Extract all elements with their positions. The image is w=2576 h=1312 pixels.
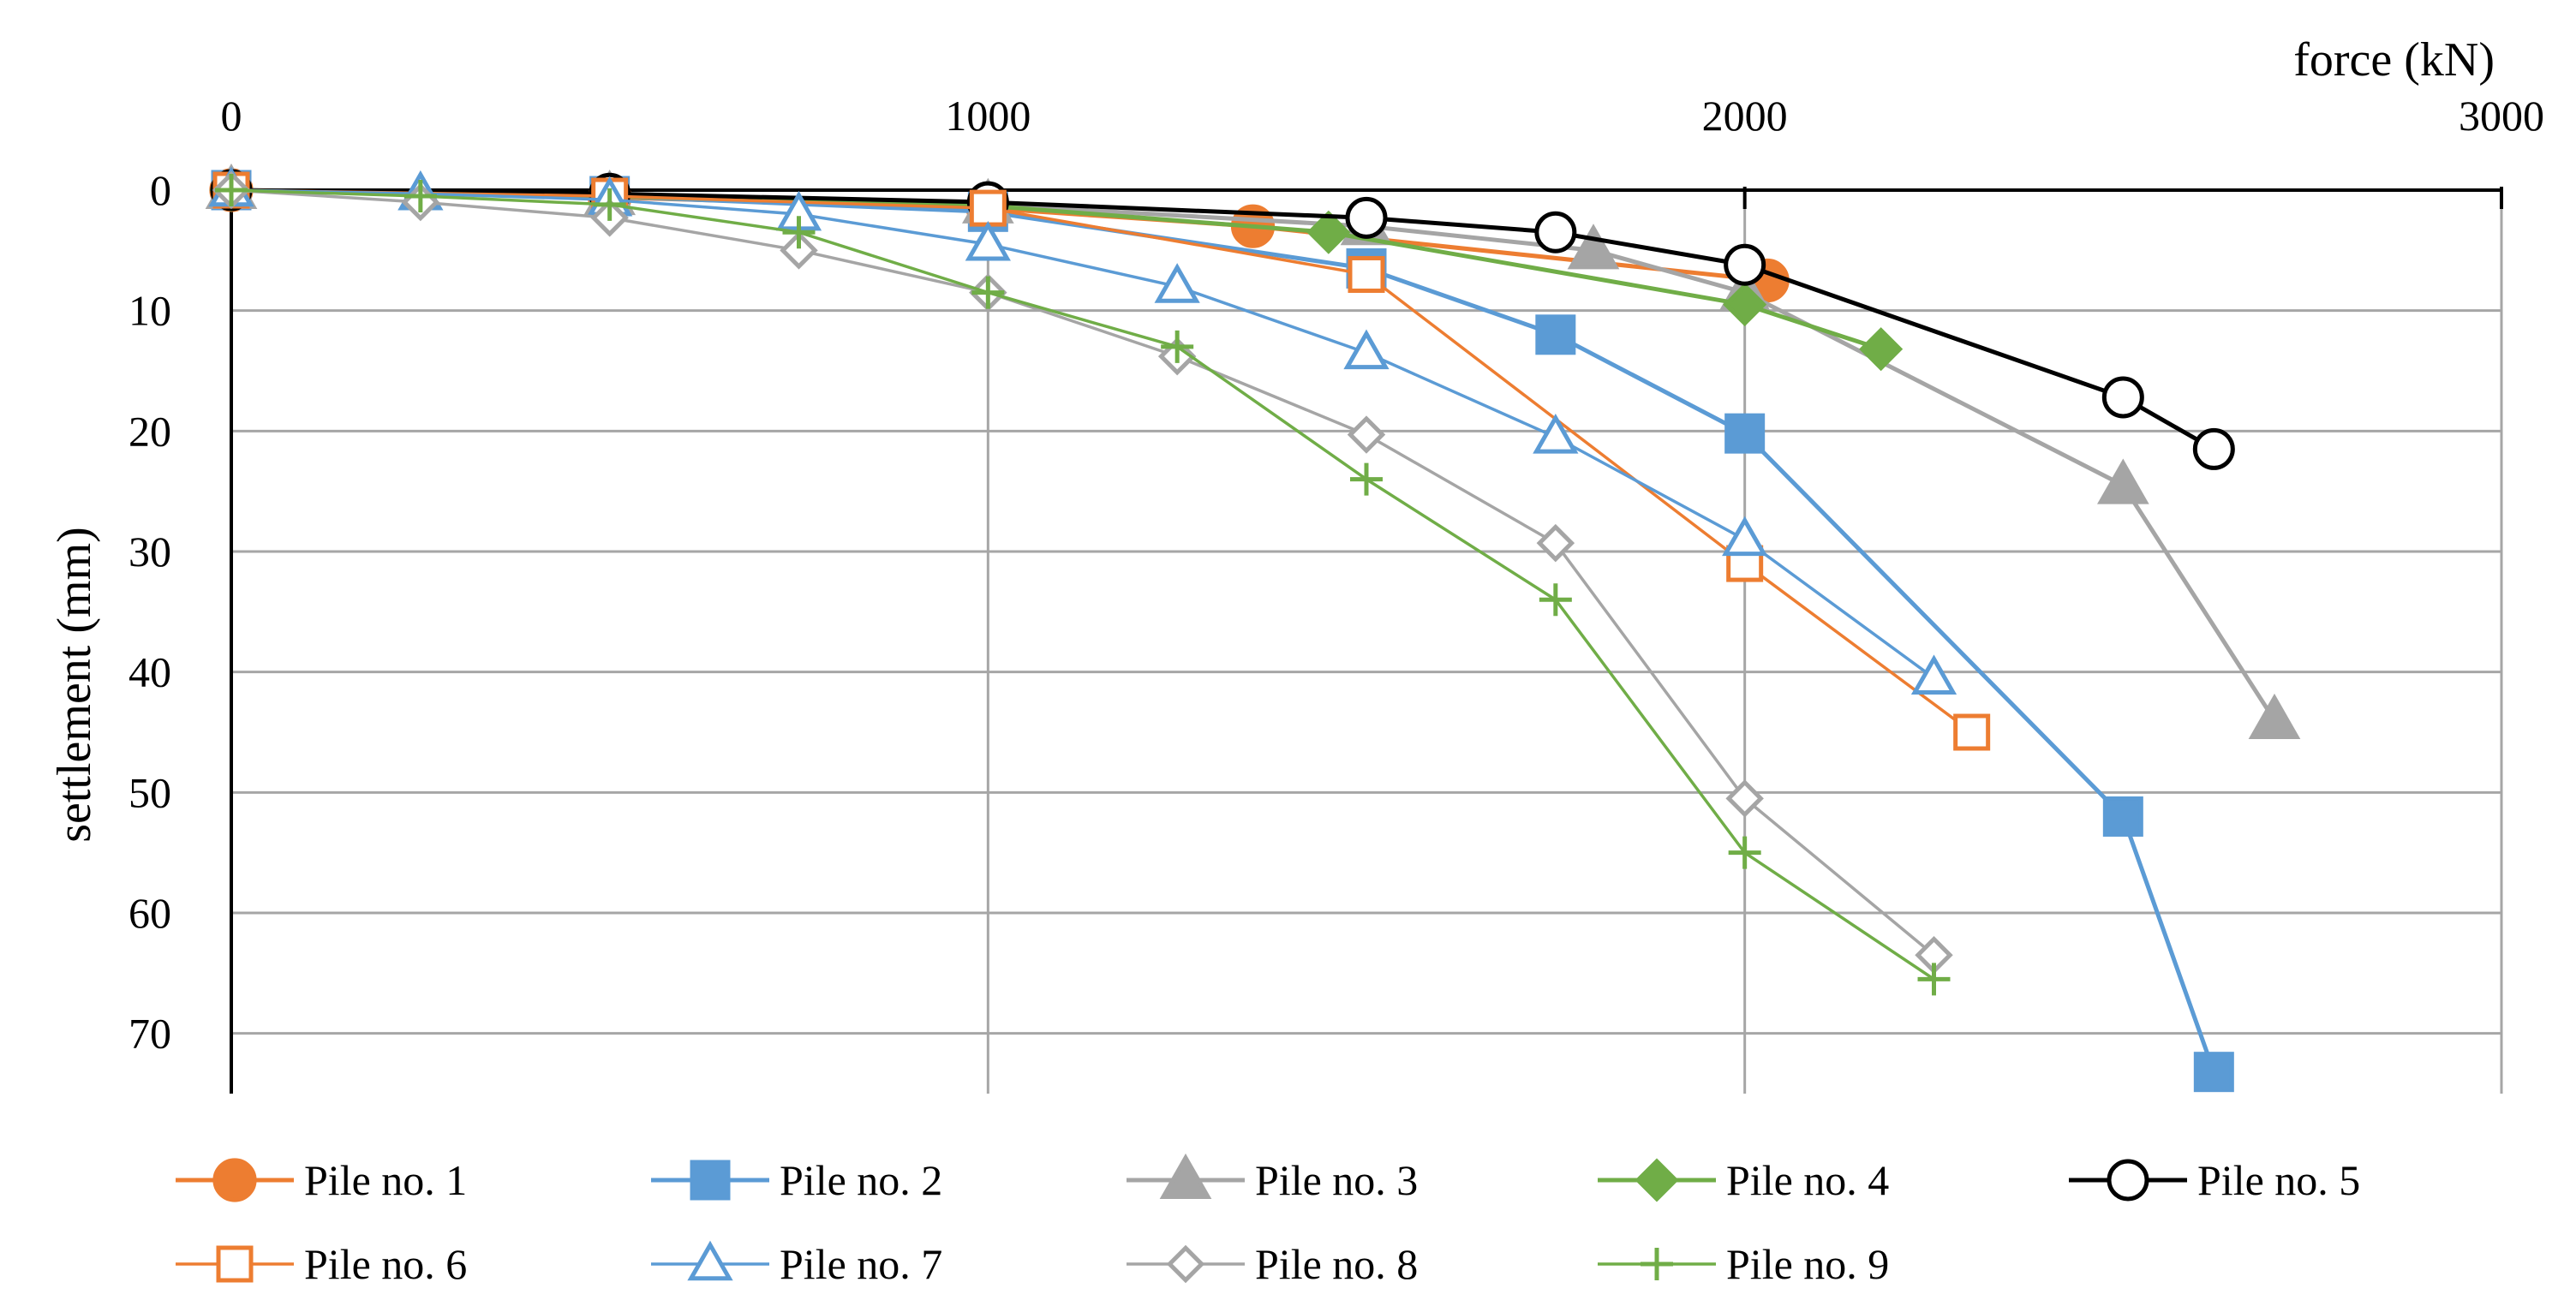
- legend-item: Pile no. 9: [1598, 1240, 1889, 1288]
- x-tick-labels: 0 1000 2000 3000: [221, 92, 2545, 140]
- data-point: [965, 220, 1011, 261]
- y-tick-label: 70: [129, 1010, 171, 1058]
- y-tick-labels: 0 10 20 30 40 50 60 70: [129, 166, 171, 1058]
- data-point: [1535, 314, 1576, 355]
- series-line: [230, 188, 1973, 734]
- legend-label: Pile no. 6: [304, 1240, 467, 1288]
- data-point: [593, 188, 626, 221]
- data-point: [2096, 458, 2149, 504]
- data-point: [969, 189, 1007, 227]
- legend-item: Pile no. 6: [176, 1240, 467, 1288]
- x-tick-label: 1000: [945, 92, 1031, 140]
- data-point: [780, 231, 818, 270]
- series-line: [230, 188, 1935, 957]
- y-tick-label: 0: [150, 166, 171, 214]
- legend-label: Pile no. 3: [1255, 1156, 1418, 1204]
- data-point: [216, 1245, 254, 1283]
- y-tick-label: 50: [129, 768, 171, 816]
- data-point: [1166, 1244, 1205, 1284]
- series-5: [210, 169, 2235, 470]
- x-tick-label: 3000: [2459, 92, 2544, 140]
- x-tick-label: 2000: [1702, 92, 1788, 140]
- legend-label: Pile no. 5: [2197, 1156, 2360, 1204]
- y-tick-label: 10: [129, 287, 171, 335]
- data-point: [687, 1240, 733, 1281]
- data-point: [971, 276, 1005, 309]
- data-point: [215, 174, 248, 206]
- series-line: [230, 188, 1935, 680]
- data-point: [1533, 414, 1579, 454]
- data-point: [1536, 523, 1575, 563]
- legend-item: Pile no. 2: [651, 1156, 942, 1204]
- data-point: [1953, 713, 1991, 751]
- data-point: [1728, 836, 1761, 869]
- legend-item: Pile no. 5: [2069, 1156, 2360, 1204]
- legend-label: Pile no. 1: [304, 1156, 467, 1204]
- legend: Pile no. 1 Pile no. 2 Pile no. 3 Pile no. 4…: [176, 1153, 2360, 1288]
- series-9: [215, 174, 1951, 996]
- legend-label: Pile no. 7: [780, 1240, 942, 1288]
- legend-label: Pile no. 2: [780, 1156, 942, 1204]
- axes: [230, 187, 2503, 1094]
- data-point: [1347, 415, 1386, 454]
- gridlines: [231, 190, 2503, 1094]
- legend-item: Pile no. 3: [1127, 1153, 1418, 1204]
- y-axis-title: settlement (mm): [48, 527, 101, 843]
- data-series: [205, 163, 2301, 1093]
- data-point: [1567, 224, 1620, 270]
- y-tick-label: 20: [129, 407, 171, 455]
- data-point: [1910, 654, 1957, 695]
- data-point: [1534, 211, 1577, 253]
- data-point: [212, 1158, 257, 1202]
- legend-label: Pile no. 9: [1726, 1240, 1889, 1288]
- data-point: [1724, 243, 1766, 286]
- data-point: [1725, 779, 1764, 818]
- data-point: [782, 216, 816, 249]
- data-point: [1161, 330, 1194, 363]
- data-point: [1722, 516, 1768, 557]
- data-point: [1641, 1248, 1673, 1280]
- y-tick-label: 30: [129, 528, 171, 575]
- data-point: [1159, 1153, 1212, 1200]
- data-point: [1723, 283, 1767, 327]
- data-point: [690, 1160, 731, 1201]
- legend-label: Pile no. 8: [1255, 1240, 1418, 1288]
- series-line: [230, 188, 2215, 451]
- data-point: [1635, 1158, 1679, 1202]
- data-point: [2102, 796, 2143, 837]
- data-point: [1859, 327, 1904, 372]
- series-line: [230, 188, 2277, 722]
- legend-label: Pile no. 4: [1726, 1156, 1889, 1204]
- x-axis-title: force (kN): [2293, 33, 2495, 86]
- data-point: [2193, 1052, 2234, 1093]
- data-point: [1154, 263, 1200, 303]
- data-point: [1724, 413, 1766, 454]
- legend-item: Pile no. 1: [176, 1156, 467, 1204]
- data-point: [1306, 210, 1351, 254]
- data-point: [403, 180, 437, 213]
- data-point: [2107, 1159, 2149, 1202]
- series-line: [230, 188, 1935, 981]
- legend-item: Pile no. 8: [1127, 1240, 1418, 1288]
- x-tick-label: 0: [221, 92, 242, 140]
- data-point: [1348, 255, 1385, 293]
- data-point: [2192, 427, 2235, 470]
- legend-item: Pile no. 7: [651, 1240, 942, 1288]
- data-point: [1539, 583, 1572, 617]
- data-point: [1343, 329, 1390, 370]
- y-tick-label: 40: [129, 648, 171, 696]
- y-tick-label: 60: [129, 889, 171, 937]
- data-point: [1345, 196, 1388, 239]
- data-point: [1350, 462, 1383, 496]
- data-point: [2101, 376, 2144, 419]
- data-point: [1917, 963, 1951, 996]
- legend-item: Pile no. 4: [1598, 1156, 1889, 1204]
- data-point: [2248, 693, 2301, 739]
